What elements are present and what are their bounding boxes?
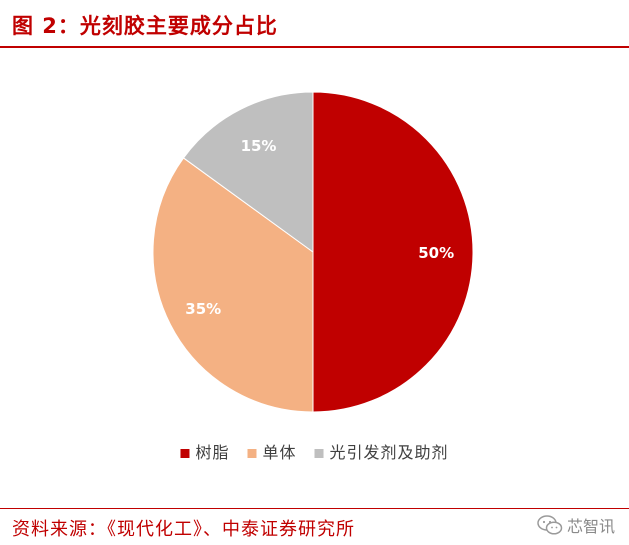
wechat-icon xyxy=(537,515,563,535)
pie-slice-1 xyxy=(312,91,474,413)
legend-label-3: 光引发剂及助剂 xyxy=(330,443,449,462)
legend-label-1: 树脂 xyxy=(195,443,229,462)
title-divider xyxy=(0,46,629,48)
watermark: 芯智讯 xyxy=(537,513,615,537)
pie-chart-svg: 50% 35% 15% 树脂 单体 光引发剂及助剂 xyxy=(152,91,474,462)
slice-label-2: 35% xyxy=(185,300,221,318)
legend-swatch-3 xyxy=(314,449,324,458)
pie-chart: 50% 35% 15% 树脂 单体 光引发剂及助剂 xyxy=(0,48,629,508)
legend-item-2: 单体 xyxy=(247,443,296,462)
legend-item-1: 树脂 xyxy=(180,443,229,462)
slice-label-3: 15% xyxy=(241,137,277,155)
legend-swatch-1 xyxy=(180,449,190,458)
legend-swatch-2 xyxy=(247,449,257,458)
figure-title: 图 2：光刻胶主要成分占比 xyxy=(12,14,278,38)
pie-slice-3 xyxy=(182,91,314,253)
legend-label-2: 单体 xyxy=(262,443,296,462)
watermark-text: 芯智讯 xyxy=(566,517,615,536)
slice-label-1: 50% xyxy=(418,244,454,262)
pie-slice-2 xyxy=(152,157,314,413)
footer-divider xyxy=(0,508,629,509)
legend-item-3: 光引发剂及助剂 xyxy=(314,443,449,462)
source-note: 资料来源：《现代化工》、中泰证券研究所 xyxy=(12,519,355,540)
